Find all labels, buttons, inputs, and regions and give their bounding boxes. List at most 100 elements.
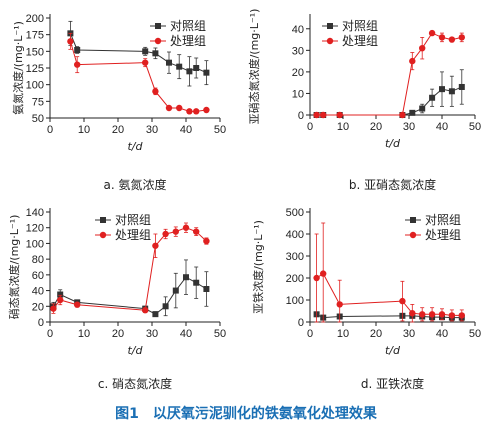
data-point <box>142 59 149 66</box>
y-tick-label: 500 <box>286 207 304 219</box>
data-point <box>186 108 193 115</box>
data-point <box>439 86 445 93</box>
x-tick-label: 40 <box>436 121 448 133</box>
x-tick-label: 40 <box>180 328 192 340</box>
x-tick-label: 40 <box>436 328 448 340</box>
chart-panel-a: 0 10 20 30 40 50 50 75 100 125 150 175 200氨氮浓度/(mg·L… <box>11 13 226 192</box>
data-point <box>74 47 81 53</box>
x-tick-label: 50 <box>214 328 226 340</box>
data-point <box>172 287 179 294</box>
panel-caption: a. 氨氮浓度 <box>104 177 167 192</box>
x-tick-label: 20 <box>370 121 382 133</box>
y-tick-label: 50 <box>32 113 44 125</box>
data-point <box>448 312 456 319</box>
series-treated <box>67 32 210 115</box>
data-point <box>428 29 436 37</box>
series-line <box>316 32 462 116</box>
y-tick-label: 100 <box>26 80 44 92</box>
y-tick-label: 200 <box>286 273 304 285</box>
x-tick-label: 10 <box>78 124 90 136</box>
legend-swatch-marker <box>155 23 161 29</box>
x-tick-label: 30 <box>146 328 158 340</box>
x-tick-label: 30 <box>146 124 158 136</box>
data-point <box>172 228 179 235</box>
x-tick-label: 0 <box>307 328 313 340</box>
y-tick-label: 200 <box>26 13 44 25</box>
data-point <box>438 34 446 41</box>
data-point <box>203 286 210 292</box>
data-point <box>419 105 426 112</box>
data-point <box>419 44 426 52</box>
data-point <box>448 88 455 95</box>
data-point <box>193 279 200 286</box>
data-point <box>152 242 159 249</box>
panel-caption: d. 亚铁浓度 <box>361 376 424 391</box>
legend-label: 对照组 <box>425 213 461 227</box>
data-point <box>183 274 189 281</box>
legend-label: 处理组 <box>342 34 378 48</box>
data-point <box>438 311 446 318</box>
panel-caption: c. 硝态氮浓度 <box>98 376 172 391</box>
x-tick-label: 20 <box>112 328 124 340</box>
y-tick-label: 175 <box>26 30 44 42</box>
data-point <box>320 111 327 119</box>
x-tick-label: 50 <box>469 328 481 340</box>
series-control <box>313 69 465 118</box>
series-line <box>69 41 207 112</box>
legend-label: 对照组 <box>115 213 151 227</box>
y-axis-label: 硝态氮浓度/(mg·L⁻¹) <box>7 215 21 320</box>
data-point <box>458 34 465 41</box>
data-point <box>176 63 183 70</box>
data-point <box>57 296 64 304</box>
legend-label: 对照组 <box>342 19 378 33</box>
series-line <box>316 313 462 319</box>
series-line <box>53 227 207 311</box>
series-line <box>52 276 207 315</box>
y-tick-label: 0 <box>298 110 304 122</box>
data-point <box>203 69 210 76</box>
legend-swatch-marker <box>409 231 417 239</box>
data-point <box>313 274 320 282</box>
data-point <box>409 109 416 116</box>
x-tick-label: 50 <box>469 121 481 133</box>
legend-label: 对照组 <box>170 19 206 33</box>
y-tick-label: 80 <box>32 254 44 266</box>
x-tick-label: 0 <box>47 328 53 340</box>
x-tick-label: 10 <box>78 328 90 340</box>
data-point <box>193 108 200 115</box>
data-point <box>336 301 343 308</box>
x-tick-label: 40 <box>180 124 192 136</box>
data-point <box>152 88 159 95</box>
legend-label: 处理组 <box>115 228 151 242</box>
data-point <box>419 311 426 318</box>
y-tick-label: 400 <box>286 229 304 241</box>
x-axis-label: t/d <box>385 137 401 150</box>
y-tick-label: 20 <box>292 67 304 79</box>
data-point <box>166 59 172 66</box>
data-point <box>162 230 169 238</box>
y-tick-label: 0 <box>298 317 304 329</box>
x-tick-label: 20 <box>370 328 382 340</box>
series-treated <box>313 29 465 119</box>
data-point <box>152 311 159 318</box>
y-tick-label: 150 <box>26 46 44 58</box>
y-tick-label: 60 <box>32 270 44 282</box>
y-axis-label: 氨氮浓度/(mg·L⁻¹) <box>11 21 25 115</box>
data-point <box>428 311 436 318</box>
chart-panel-d: 0 10 20 30 40 500100200300400500亚铁浓度/(mg·L⁻¹)… <box>251 207 481 391</box>
data-point <box>74 301 81 308</box>
x-axis-label: t/d <box>385 344 401 357</box>
y-tick-label: 140 <box>26 207 44 219</box>
data-point <box>162 303 169 310</box>
data-point <box>165 104 173 112</box>
data-point <box>409 310 416 317</box>
data-point <box>186 68 193 75</box>
legend-label: 处理组 <box>425 228 461 242</box>
legend-swatch-marker <box>326 37 334 45</box>
data-point <box>176 104 183 112</box>
data-point <box>193 228 200 235</box>
